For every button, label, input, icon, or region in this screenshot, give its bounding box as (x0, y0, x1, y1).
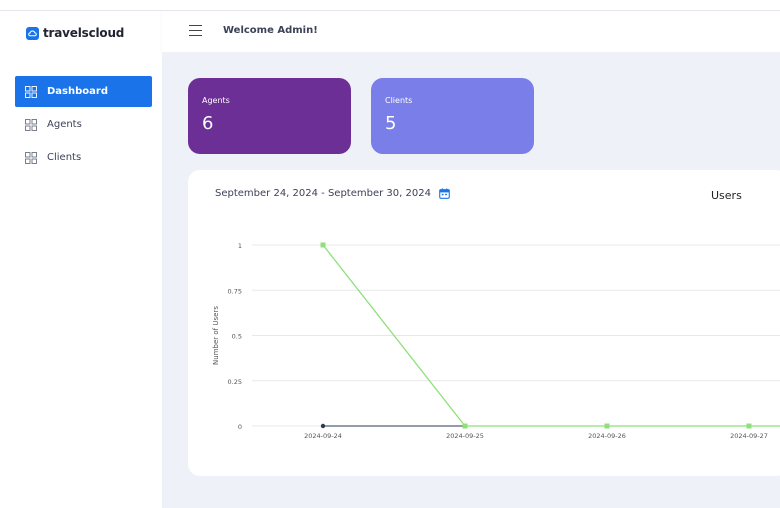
sidebar-item-dashboard[interactable]: Dashboard (15, 76, 152, 107)
clients-card-value: 5 (385, 113, 397, 134)
sidebar-nav: Dashboard Agents Clients (15, 76, 152, 175)
date-range-picker[interactable]: September 24, 2024 - September 30, 2024 (215, 188, 450, 199)
data-point (320, 423, 326, 429)
x-tick-label: 2024-09-25 (446, 432, 484, 440)
cloud-logo-icon (26, 26, 39, 40)
main-content: Agents 6 Clients 5 1 0.75 0.5 0.25 0 2024-09-… (162, 52, 780, 508)
data-point (746, 423, 752, 429)
agents-card-label: Agents (202, 96, 230, 105)
y-axis-label: Number of Users (212, 306, 220, 365)
clients-card-label: Clients (385, 96, 413, 105)
users-chart-card: 1 0.75 0.5 0.25 0 2024-09-24 2024-09-25 2024-09… (188, 170, 780, 476)
sidebar-item-label: Dashboard (47, 86, 108, 97)
brand-name: travelscloud (43, 26, 125, 40)
data-point (320, 242, 326, 248)
clients-card[interactable]: Clients 5 (371, 78, 534, 154)
series-line (322, 244, 749, 427)
x-tick-label: 2024-09-27 (730, 432, 768, 440)
y-tick-label: 0.25 (228, 378, 242, 386)
grid-icon (25, 118, 37, 131)
data-point (462, 423, 468, 429)
y-tick-label: 0.75 (228, 287, 242, 295)
sidebar-item-agents[interactable]: Agents (15, 109, 152, 140)
hamburger-icon[interactable] (189, 25, 202, 36)
agents-card-value: 6 (202, 113, 214, 134)
sidebar: travelscloud Dashboard Agents (0, 12, 162, 508)
welcome-text: Welcome Admin! (223, 25, 318, 36)
grid-icon (25, 151, 37, 164)
y-tick-label: 1 (238, 242, 242, 250)
x-tick-label: 2024-09-24 (304, 432, 342, 440)
data-point (604, 423, 610, 429)
chart-title: Users (711, 189, 742, 202)
top-header: Welcome Admin! (162, 12, 780, 52)
sidebar-item-label: Clients (47, 152, 82, 163)
y-tick-label: 0 (238, 423, 242, 431)
date-range-text: September 24, 2024 - September 30, 2024 (215, 188, 431, 199)
brand[interactable]: travelscloud (26, 25, 124, 41)
agents-card[interactable]: Agents 6 (188, 78, 351, 154)
y-tick-label: 0.5 (232, 333, 242, 341)
users-line-chart: 1 0.75 0.5 0.25 0 2024-09-24 2024-09-25 2024-09… (212, 242, 780, 440)
sidebar-item-label: Agents (47, 119, 82, 130)
sidebar-item-clients[interactable]: Clients (15, 142, 152, 173)
grid-icon (25, 85, 37, 98)
top-border (0, 0, 780, 11)
x-tick-label: 2024-09-26 (588, 432, 626, 440)
calendar-icon[interactable] (439, 188, 450, 199)
